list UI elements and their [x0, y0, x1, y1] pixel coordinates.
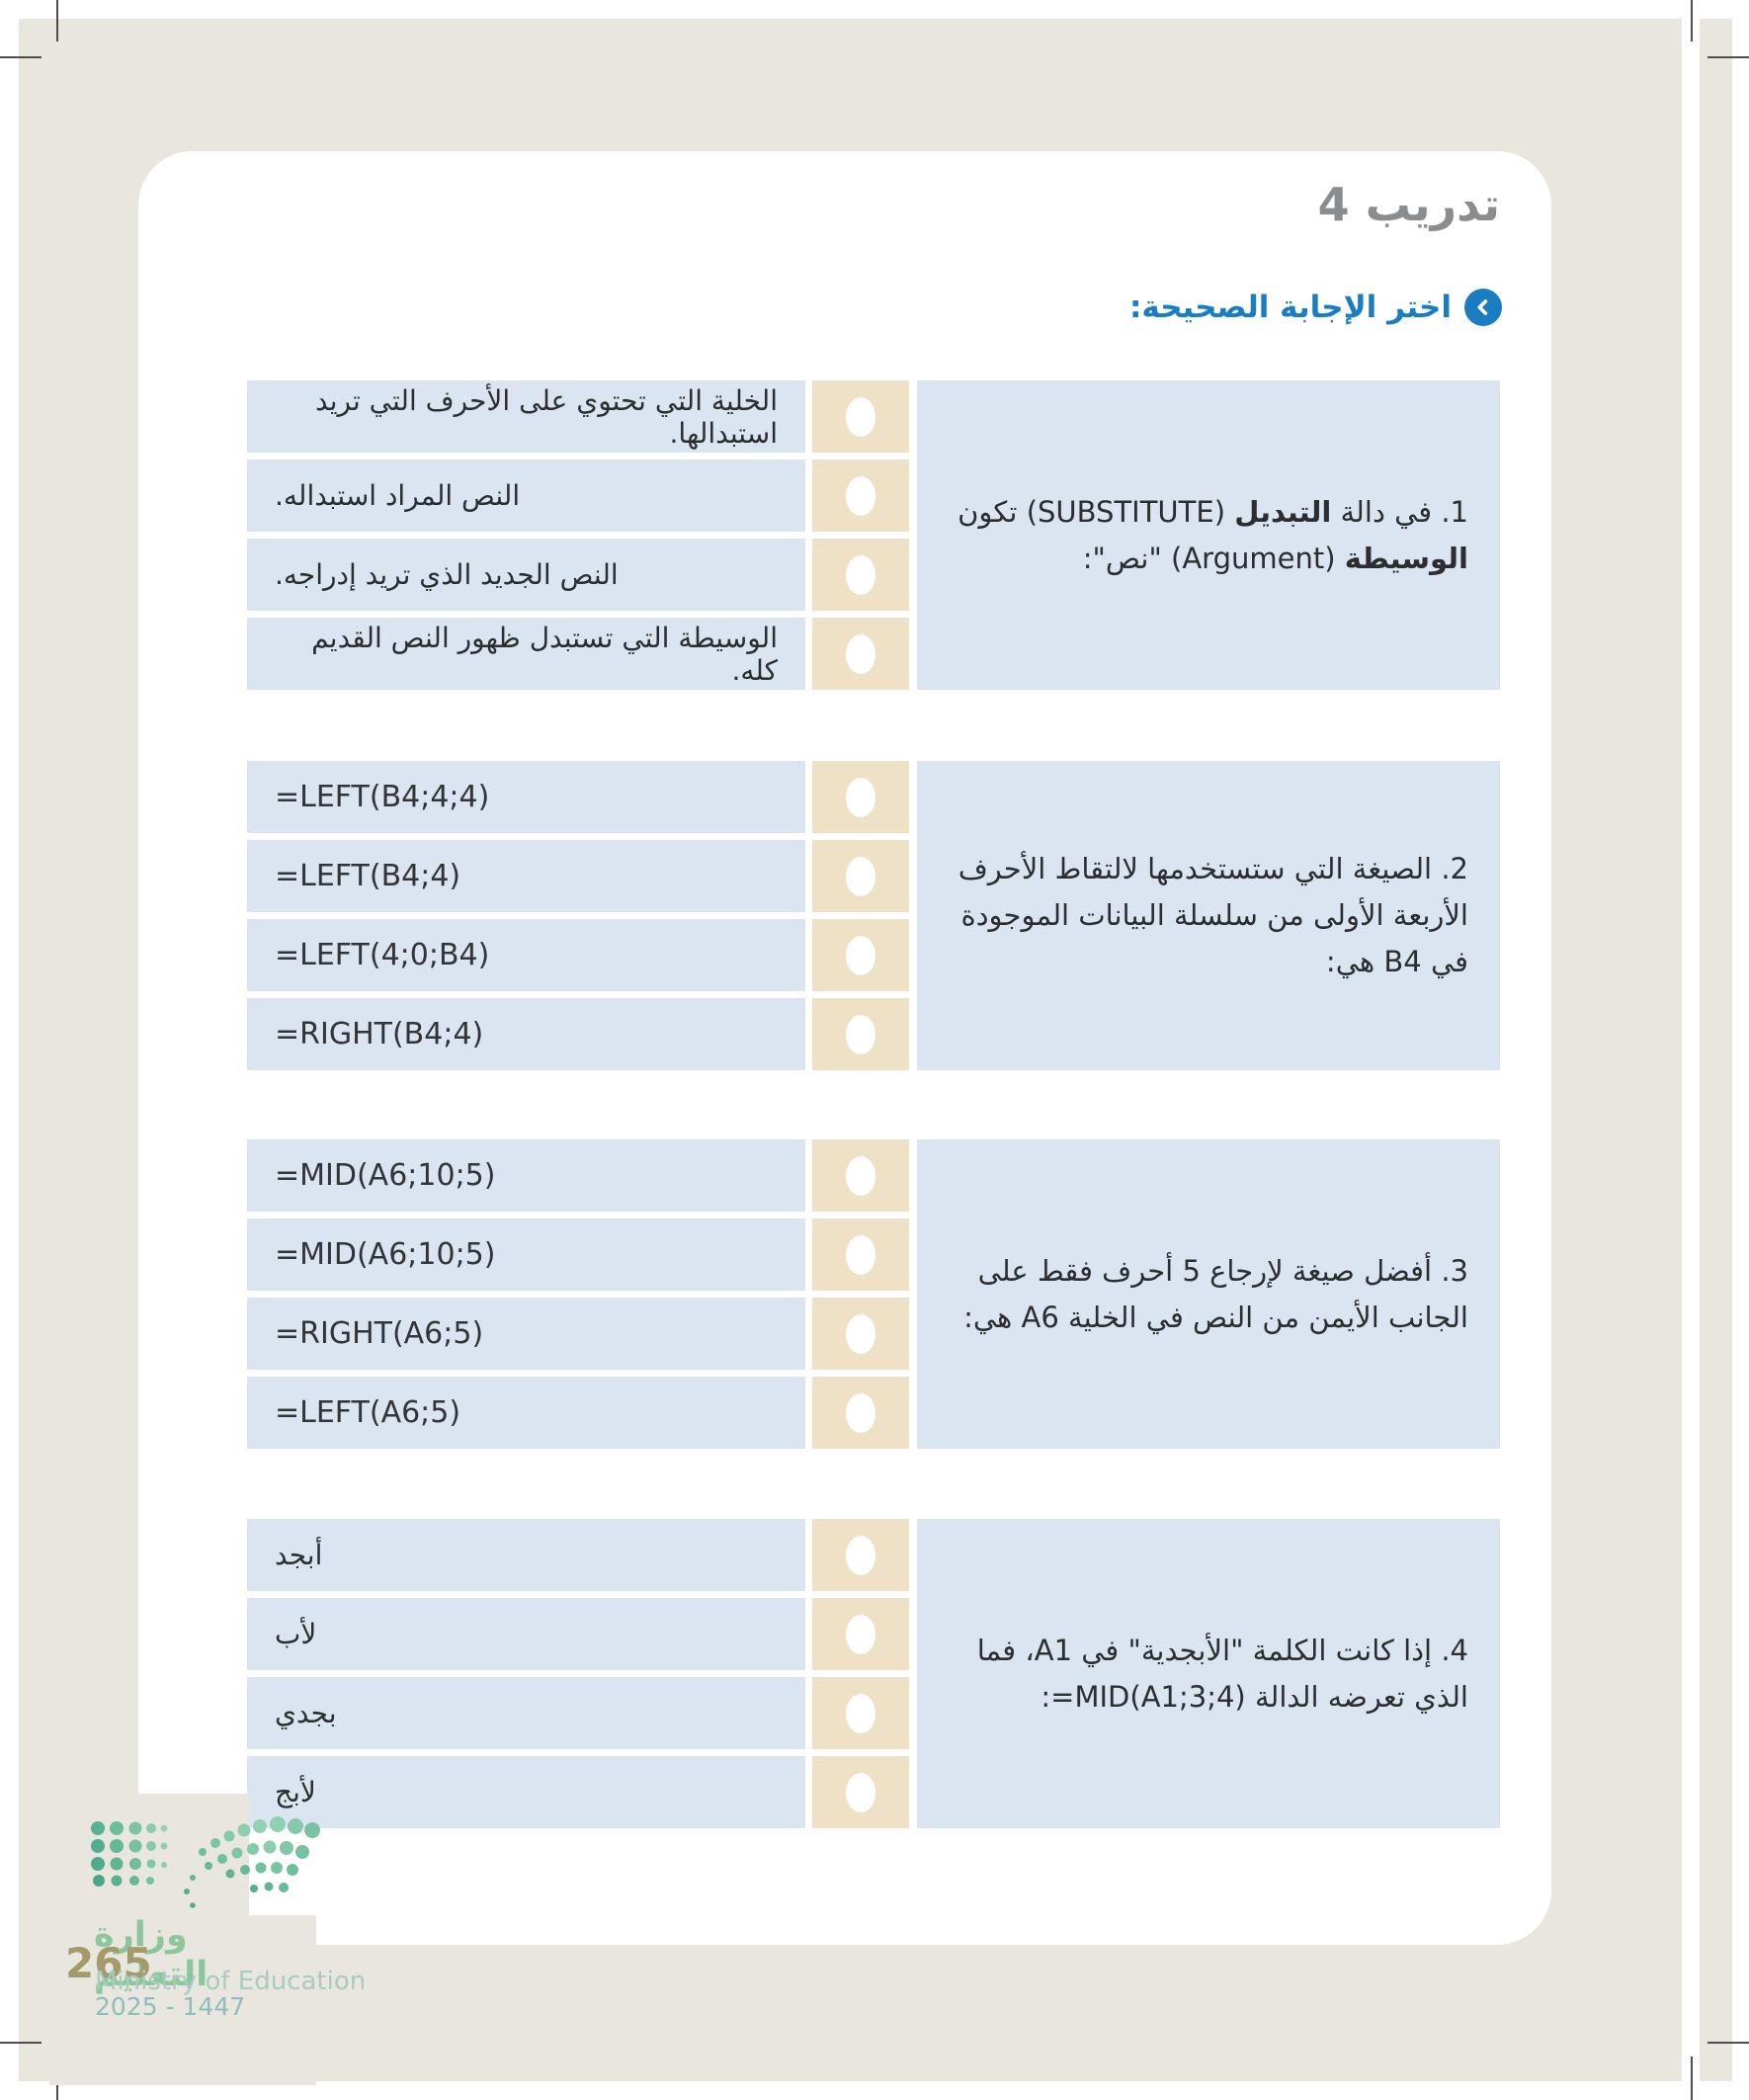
option-row[interactable]: =LEFT(B4;4) — [247, 840, 909, 912]
option-row[interactable]: الوسيطة التي تستبدل ظهور النص القديم كله… — [247, 618, 909, 690]
option-label[interactable]: الخلية التي تحتوي على الأحرف التي تريد ا… — [247, 380, 805, 453]
option-label[interactable]: =LEFT(B4;4;4) — [247, 761, 805, 833]
option-row[interactable]: =MID(A6;10;5) — [247, 1139, 909, 1212]
option-row[interactable]: النص الجديد الذي تريد إدراجه. — [247, 539, 909, 611]
crop-mark — [1691, 0, 1693, 42]
question-3-box: 3. أفضل صيغة لإرجاع 5 أحرف فقط على الجان… — [917, 1139, 1500, 1449]
radio-circle — [846, 1772, 875, 1812]
crop-mark — [1707, 56, 1749, 58]
radio-circle — [846, 1614, 875, 1654]
ministry-logo-dots — [91, 1816, 320, 1908]
question-text: 3. أفضل صيغة لإرجاع 5 أحرف فقط على الجان… — [963, 1253, 1468, 1334]
question-2-options: =LEFT(B4;4;4) =LEFT(B4;4) =LEFT(4;0;B4) … — [247, 761, 909, 1070]
question-text: 4. إذا كانت الكلمة "الأبجدية" في A1، فما… — [976, 1633, 1468, 1714]
radio-circle — [846, 554, 875, 595]
edition-years: 2025 - 1447 — [95, 1992, 246, 2021]
option-label[interactable]: النص المراد استبداله. — [247, 460, 805, 532]
radio-circle — [846, 1392, 875, 1433]
question-4-options: أبجد لأب بجدي لأبج — [247, 1519, 909, 1828]
radio-circle — [846, 1313, 875, 1354]
option-row[interactable]: الخلية التي تحتوي على الأحرف التي تريد ا… — [247, 380, 909, 453]
ministry-logo-english: Ministry of Education — [95, 1967, 367, 1996]
question-text: 1. في دالة التبديل (SUBSTITUTE) تكون الو… — [958, 494, 1468, 575]
question-2-box: 2. الصيغة التي ستستخدمها لالتقاط الأحرف … — [917, 761, 1500, 1070]
crop-mark — [0, 2042, 42, 2044]
option-label[interactable]: =LEFT(B4;4) — [247, 840, 805, 912]
radio-circle — [846, 1014, 875, 1054]
option-label[interactable]: أبجد — [247, 1519, 805, 1591]
question-3-options: =MID(A6;10;5) =MID(A6;10;5) =RIGHT(A6;5)… — [247, 1139, 909, 1449]
crop-mark — [1691, 2057, 1693, 2100]
radio-button[interactable] — [812, 1377, 909, 1449]
radio-button[interactable] — [812, 1598, 909, 1670]
instruction-label: اختر الإجابة الصحيحة: — [1129, 290, 1452, 325]
radio-circle — [846, 935, 875, 975]
option-row[interactable]: =LEFT(A6;5) — [247, 1377, 909, 1449]
radio-circle — [846, 777, 875, 817]
question-4-box: 4. إذا كانت الكلمة "الأبجدية" في A1، فما… — [917, 1519, 1500, 1828]
option-row[interactable]: =RIGHT(A6;5) — [247, 1298, 909, 1370]
chevron-left-circle-icon — [1464, 289, 1502, 326]
radio-button[interactable] — [812, 998, 909, 1070]
ministry-logo-arabic: وزارة التعليم — [94, 1915, 208, 1994]
radio-button[interactable] — [812, 761, 909, 833]
option-row[interactable]: أبجد — [247, 1519, 909, 1591]
radio-button[interactable] — [812, 1218, 909, 1291]
radio-circle — [846, 396, 875, 437]
radio-button[interactable] — [812, 460, 909, 532]
logo-background-patch — [138, 1915, 316, 2085]
option-row[interactable]: =LEFT(4;0;B4) — [247, 919, 909, 991]
option-label[interactable]: لأبج — [247, 1756, 805, 1828]
radio-button[interactable] — [812, 539, 909, 611]
crop-mark — [0, 56, 42, 58]
radio-button[interactable] — [812, 618, 909, 690]
option-label[interactable]: بجدي — [247, 1677, 805, 1749]
instruction-row: اختر الإجابة الصحيحة: — [1129, 289, 1502, 326]
option-label[interactable]: =RIGHT(B4;4) — [247, 998, 805, 1070]
option-row[interactable]: لأب — [247, 1598, 909, 1670]
radio-circle — [846, 475, 875, 516]
radio-button[interactable] — [812, 1298, 909, 1370]
option-label[interactable]: =LEFT(4;0;B4) — [247, 919, 805, 991]
question-text: 2. الصيغة التي ستستخدمها لالتقاط الأحرف … — [958, 852, 1468, 978]
option-label[interactable]: =MID(A6;10;5) — [247, 1218, 805, 1291]
crop-mark — [56, 0, 58, 42]
radio-button[interactable] — [812, 840, 909, 912]
radio-button[interactable] — [812, 919, 909, 991]
option-row[interactable]: النص المراد استبداله. — [247, 460, 909, 532]
option-label[interactable]: =LEFT(A6;5) — [247, 1377, 805, 1449]
page-number: 265 — [65, 1939, 152, 1987]
question-1-options: الخلية التي تحتوي على الأحرف التي تريد ا… — [247, 380, 909, 690]
question-1-box: 1. في دالة التبديل (SUBSTITUTE) تكون الو… — [917, 380, 1500, 690]
option-label[interactable]: النص الجديد الذي تريد إدراجه. — [247, 539, 805, 611]
option-row[interactable]: =MID(A6;10;5) — [247, 1218, 909, 1291]
exercise-title: تدريب 4 — [1317, 178, 1500, 231]
option-label[interactable]: =RIGHT(A6;5) — [247, 1298, 805, 1370]
radio-button[interactable] — [812, 1139, 909, 1212]
option-row[interactable]: =LEFT(B4;4;4) — [247, 761, 909, 833]
page-edge-strip — [1700, 19, 1732, 2081]
option-label[interactable]: لأب — [247, 1598, 805, 1670]
radio-button[interactable] — [812, 1756, 909, 1828]
option-row[interactable]: بجدي — [247, 1677, 909, 1749]
option-row[interactable]: =RIGHT(B4;4) — [247, 998, 909, 1070]
radio-circle — [846, 1155, 875, 1196]
radio-circle — [846, 1234, 875, 1275]
option-label[interactable]: =MID(A6;10;5) — [247, 1139, 805, 1212]
radio-button[interactable] — [812, 380, 909, 453]
option-row[interactable]: لأبج — [247, 1756, 909, 1828]
radio-button[interactable] — [812, 1519, 909, 1591]
radio-circle — [846, 856, 875, 896]
radio-circle — [846, 1693, 875, 1733]
crop-mark — [1707, 2042, 1749, 2044]
radio-circle — [846, 1535, 875, 1575]
option-label[interactable]: الوسيطة التي تستبدل ظهور النص القديم كله… — [247, 618, 805, 690]
radio-circle — [846, 633, 875, 674]
radio-button[interactable] — [812, 1677, 909, 1749]
